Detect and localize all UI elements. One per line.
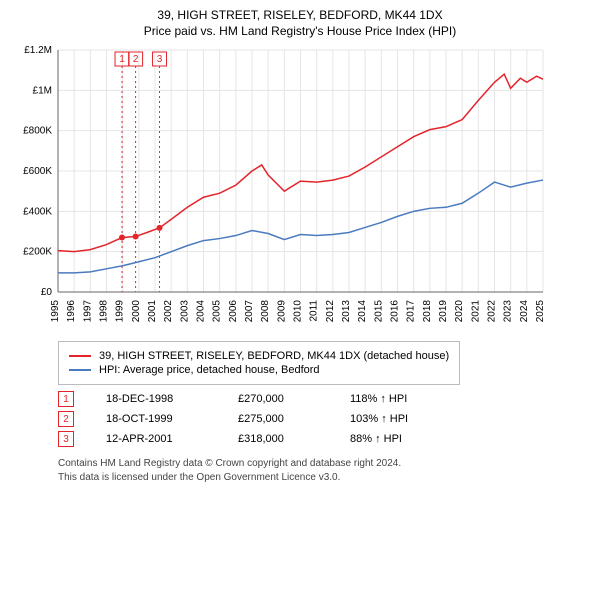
svg-text:2002: 2002: [163, 300, 174, 323]
svg-text:2013: 2013: [341, 300, 352, 323]
footer-attribution: Contains HM Land Registry data © Crown c…: [58, 457, 592, 484]
svg-text:2025: 2025: [535, 300, 546, 323]
svg-text:2011: 2011: [309, 300, 320, 322]
svg-text:£600K: £600K: [23, 166, 52, 177]
sale-date: 18-OCT-1999: [106, 413, 206, 425]
svg-text:3: 3: [157, 54, 163, 65]
legend-swatch: [69, 369, 91, 371]
svg-text:2000: 2000: [131, 300, 142, 323]
svg-text:£200K: £200K: [23, 247, 52, 258]
footer-line1: Contains HM Land Registry data © Crown c…: [58, 457, 592, 471]
svg-text:2001: 2001: [147, 300, 158, 323]
svg-text:2017: 2017: [406, 300, 417, 323]
footer-line2: This data is licensed under the Open Gov…: [58, 471, 592, 485]
svg-text:2007: 2007: [244, 300, 255, 323]
svg-text:2015: 2015: [373, 300, 384, 323]
svg-text:2023: 2023: [503, 300, 514, 323]
svg-text:£1M: £1M: [33, 85, 52, 96]
sale-marker-icon: 2: [58, 411, 74, 427]
title-subtitle: Price paid vs. HM Land Registry's House …: [8, 24, 592, 38]
sale-price: £318,000: [238, 433, 318, 445]
title-address: 39, HIGH STREET, RISELEY, BEDFORD, MK44 …: [8, 8, 592, 22]
sale-row: 3 12-APR-2001 £318,000 88% ↑ HPI: [58, 431, 592, 447]
svg-text:2005: 2005: [212, 300, 223, 323]
svg-text:£400K: £400K: [23, 206, 52, 217]
svg-text:1998: 1998: [99, 300, 110, 323]
sale-price: £275,000: [238, 413, 318, 425]
legend: 39, HIGH STREET, RISELEY, BEDFORD, MK44 …: [58, 341, 460, 385]
svg-text:2014: 2014: [357, 300, 368, 323]
svg-text:1996: 1996: [66, 300, 77, 323]
svg-text:2021: 2021: [470, 300, 481, 323]
svg-text:2009: 2009: [276, 300, 287, 323]
svg-text:2022: 2022: [487, 300, 498, 323]
sale-ratio: 103% ↑ HPI: [350, 413, 408, 425]
chart-title: 39, HIGH STREET, RISELEY, BEDFORD, MK44 …: [8, 8, 592, 38]
svg-text:1995: 1995: [50, 300, 61, 323]
sale-ratio: 118% ↑ HPI: [350, 393, 407, 405]
svg-text:2020: 2020: [454, 300, 465, 323]
svg-text:2003: 2003: [179, 300, 190, 323]
svg-text:£0: £0: [41, 287, 53, 298]
svg-text:1: 1: [119, 54, 125, 65]
svg-text:2016: 2016: [390, 300, 401, 323]
sale-price: £270,000: [238, 393, 318, 405]
sale-row: 1 18-DEC-1998 £270,000 118% ↑ HPI: [58, 391, 592, 407]
svg-text:2004: 2004: [196, 300, 207, 323]
svg-text:2024: 2024: [519, 300, 530, 323]
svg-text:2012: 2012: [325, 300, 336, 323]
sales-table: 1 18-DEC-1998 £270,000 118% ↑ HPI 2 18-OCT-19…: [58, 391, 592, 447]
svg-text:2019: 2019: [438, 300, 449, 323]
legend-label: 39, HIGH STREET, RISELEY, BEDFORD, MK44 …: [99, 350, 449, 362]
svg-text:1999: 1999: [115, 300, 126, 323]
legend-row: 39, HIGH STREET, RISELEY, BEDFORD, MK44 …: [69, 350, 449, 362]
sale-date: 18-DEC-1998: [106, 393, 206, 405]
sale-marker-icon: 1: [58, 391, 74, 407]
svg-text:£800K: £800K: [23, 126, 52, 137]
sale-date: 12-APR-2001: [106, 433, 206, 445]
legend-row: HPI: Average price, detached house, Bedf…: [69, 364, 449, 376]
sale-marker-icon: 3: [58, 431, 74, 447]
svg-text:2018: 2018: [422, 300, 433, 323]
legend-swatch: [69, 355, 91, 357]
svg-text:1997: 1997: [82, 300, 93, 323]
sale-ratio: 88% ↑ HPI: [350, 433, 402, 445]
price-chart: £0 £200K £400K £600K £800K £1M £1.2M 1995 1996 19…: [8, 42, 592, 335]
svg-text:2008: 2008: [260, 300, 271, 323]
chart-svg: £0 £200K £400K £600K £800K £1M £1.2M 1995 1996 19…: [8, 42, 553, 332]
svg-text:2: 2: [133, 54, 139, 65]
svg-text:£1.2M: £1.2M: [24, 45, 52, 56]
svg-text:2010: 2010: [293, 300, 304, 323]
legend-label: HPI: Average price, detached house, Bedf…: [99, 364, 320, 376]
sale-row: 2 18-OCT-1999 £275,000 103% ↑ HPI: [58, 411, 592, 427]
svg-text:2006: 2006: [228, 300, 239, 323]
